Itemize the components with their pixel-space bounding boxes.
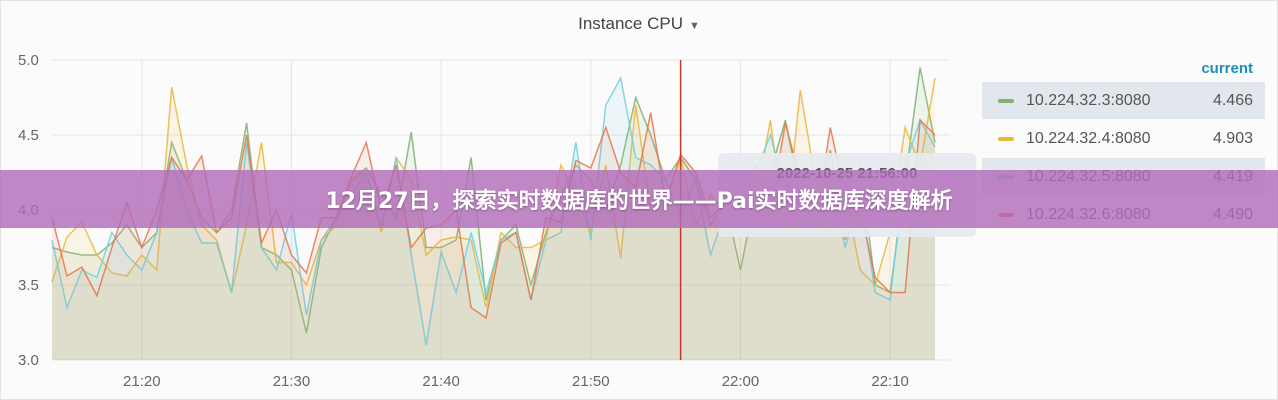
series-color-swatch [998, 98, 1014, 103]
caret-down-icon[interactable]: ▼ [689, 20, 700, 32]
legend-current-value: 4.903 [1212, 129, 1253, 147]
x-tick-label: 21:30 [273, 373, 311, 390]
y-tick-label: 3.5 [18, 277, 39, 294]
legend-item[interactable]: 10.224.32.4:8080 4.903 [982, 120, 1265, 157]
legend-header-current[interactable]: current [1201, 60, 1253, 77]
series-area [52, 112, 936, 360]
series-area [52, 78, 936, 360]
legend-item[interactable]: 10.224.32.3:8080 4.466 [982, 82, 1265, 119]
banner-text: 12月27日，探索实时数据库的世界——Pai实时数据库深度解析 [325, 189, 953, 214]
panel-title[interactable]: Instance CPU ▼ [578, 14, 700, 33]
legend-current-value: 4.466 [1212, 91, 1253, 109]
legend-series-name: 10.224.32.3:8080 [1026, 91, 1151, 109]
series-color-swatch [998, 136, 1014, 141]
x-tick-label: 21:40 [422, 373, 460, 390]
series-area [52, 78, 936, 360]
x-tick-label: 21:20 [123, 373, 161, 390]
series-line [51, 112, 936, 320]
x-tick-label: 22:10 [871, 373, 909, 390]
legend-series-name: 10.224.32.4:8080 [1026, 129, 1151, 147]
y-tick-label: 4.5 [18, 127, 39, 144]
y-tick-label: 3.0 [18, 352, 39, 369]
y-tick-label: 5.0 [18, 52, 39, 69]
series-area [52, 67, 936, 360]
x-tick-label: 22:00 [722, 373, 760, 390]
x-tick-label: 21:50 [572, 373, 610, 390]
title-banner: 12月27日，探索实时数据库的世界——Pai实时数据库深度解析 [0, 170, 1278, 228]
